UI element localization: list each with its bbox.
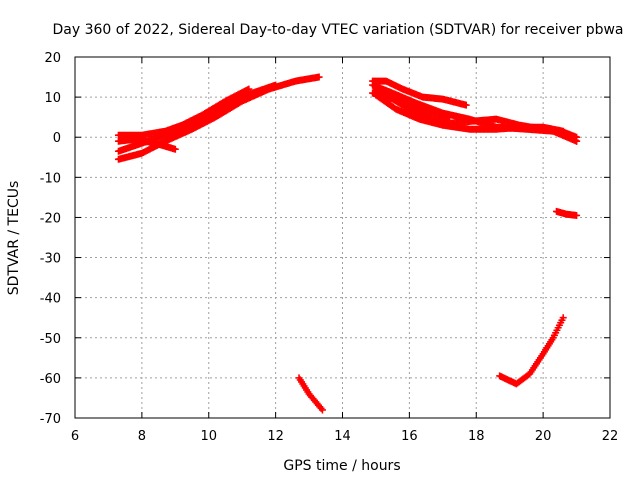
series-track-4 <box>114 135 179 153</box>
y-tick-label: -10 <box>40 171 61 186</box>
y-axis-label: SDTVAR / TECUs <box>6 181 22 296</box>
x-tick-label: 12 <box>267 429 284 444</box>
series-track-1 <box>114 73 323 163</box>
series-track-11 <box>553 207 581 219</box>
data-point <box>245 85 253 93</box>
data-point <box>315 73 323 81</box>
y-tick-label: -20 <box>40 211 61 226</box>
y-tick-label: 20 <box>44 51 61 66</box>
gridlines <box>75 57 610 418</box>
x-tick-label: 6 <box>71 429 79 444</box>
axis-ticks: 6 8 10 12 14 16 18 20 22 -70 -60 -50 -40 -30 -20 -10 0 10… <box>40 51 619 444</box>
data-point <box>171 145 179 153</box>
x-tick-label: 8 <box>138 429 146 444</box>
x-tick-label: 14 <box>334 429 351 444</box>
x-tick-label: 10 <box>200 429 217 444</box>
data-point <box>573 211 581 219</box>
x-axis-label: GPS time / hours <box>283 458 400 474</box>
y-tick-label: -30 <box>40 252 61 267</box>
series-track-12 <box>496 314 567 388</box>
x-tick-label: 18 <box>468 429 485 444</box>
data-point <box>571 136 579 144</box>
y-tick-label: -50 <box>40 332 61 347</box>
y-tick-label: -40 <box>40 292 61 307</box>
series-track-6 <box>369 77 470 109</box>
y-tick-label: -60 <box>40 372 61 387</box>
data-point <box>446 113 453 121</box>
y-tick-label: 10 <box>44 91 61 106</box>
series-track-10 <box>372 85 453 121</box>
data-point <box>272 81 280 89</box>
x-tick-label: 22 <box>602 429 619 444</box>
series-track-5 <box>295 374 326 414</box>
data-point <box>559 314 567 322</box>
data-point <box>462 101 470 109</box>
data-point <box>318 406 326 414</box>
y-tick-label: 0 <box>53 131 61 146</box>
y-tick-label: -70 <box>40 412 61 427</box>
chart-title: Day 360 of 2022, Sidereal Day-to-day VTE… <box>52 22 623 38</box>
series-track-9 <box>372 91 581 145</box>
x-tick-label: 20 <box>535 429 552 444</box>
x-tick-label: 16 <box>401 429 418 444</box>
data-series <box>114 73 581 414</box>
data-point <box>573 137 581 145</box>
